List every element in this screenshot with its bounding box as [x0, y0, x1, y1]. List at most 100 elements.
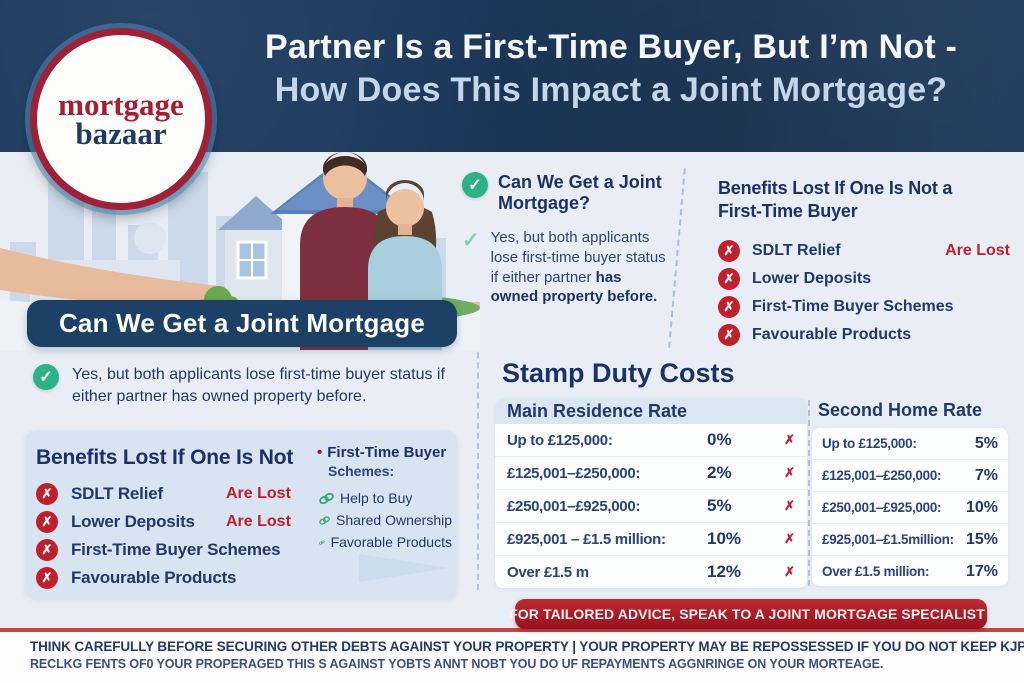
second-home-table-header: Second Home Rate [818, 400, 983, 420]
band-label: Over £1.5 m [507, 563, 589, 581]
title-line-2: How Does This Impact a Joint Mortgage? [274, 70, 948, 109]
table-row: Over £1.5 m 12% ✗ [495, 556, 807, 588]
link-icon [319, 515, 330, 525]
cross-circle-icon: ✗ [36, 483, 58, 505]
scheme-item: Help to Buy [319, 487, 452, 509]
rate-value: 7% [974, 466, 998, 484]
rate-value: 5% [707, 496, 732, 515]
answer-text: Yes, but both applicants lose first-time… [490, 229, 666, 286]
table-header: Main Residence Rate [495, 398, 807, 424]
schemes-title-line-2: Schemes: [328, 463, 395, 479]
question-heading-line-1: Can We Get a Joint [498, 172, 662, 192]
header-band: Partner Is a First-Time Buyer, But I’m N… [0, 0, 1024, 152]
table-divider-dashed [808, 400, 810, 586]
first-time-buyer-schemes: • First-Time Buyer Schemes: Help to Buy S… [317, 444, 452, 553]
bullet-icon: • [317, 444, 323, 461]
benefits-lost-card: Benefits Lost If One Is Not ✗ SDLT Relie… [25, 430, 457, 598]
link-icon [319, 539, 325, 545]
rate-value: 10% [965, 498, 998, 516]
card-arrow-decor [359, 554, 449, 582]
second-home-table: Up to £125,000: 5% £125,001–£250,000: 7%… [812, 428, 1008, 586]
benefit-note: Are Lost [945, 242, 1010, 259]
benefit-label: Lower Deposits [752, 270, 872, 287]
table-row: £250,001–£925,000: 10% [812, 492, 1008, 524]
disclaimer-line-2: RECLKG FENTS OF0 YOUR PROPERAGED THIS S … [30, 657, 884, 671]
table-row: £125,001–£250,000: 7% [812, 460, 1008, 492]
card-benefits-list: ✗ SDLT Relief Are Lost ✗ Lower Deposits … [36, 480, 316, 592]
disclaimer-line-1: THINK CAREFULLY BEFORE SECURING OTHER DE… [30, 639, 1024, 654]
benefits-heading-line-2: First-Time Buyer [718, 201, 858, 222]
logo-word-mortgage: mortgage [58, 86, 184, 122]
divider-red-line [0, 628, 1024, 632]
benefits-lost-list: ✗ SDLT Relief Are Lost ✗ Lower Deposits … [718, 237, 1010, 349]
benefit-label: First-Time Buyer Schemes [752, 298, 954, 315]
benefit-note: Are Lost [226, 513, 291, 530]
rate-value: 5% [974, 434, 998, 452]
list-item: ✗ Lower Deposits Are Lost [36, 508, 316, 536]
list-item: ✗ Favourable Products [36, 564, 316, 592]
table-row: £125,001–£250,000: 2% ✗ [495, 457, 807, 490]
check-circle-icon: ✓ [462, 172, 488, 198]
list-item: ✗ Lower Deposits [718, 265, 1010, 293]
check-icon: ✓ [462, 229, 480, 252]
cross-icon: ✗ [784, 432, 795, 447]
band-label: £250,001–£925,000: [822, 500, 942, 515]
link-icon [319, 492, 334, 504]
band-label: £125,001–£250,000: [507, 464, 641, 482]
joint-mortgage-question: ✓ Can We Get a Joint Mortgage? [462, 172, 674, 214]
list-item: ✗ First-Time Buyer Schemes [36, 536, 316, 564]
benefits-lost-heading: Benefits Lost If One Is Not a First-Time… [718, 177, 1018, 223]
main-residence-table: Main Residence Rate Up to £125,000: 0% ✗… [495, 398, 807, 588]
list-item: ✗ First-Time Buyer Schemes [718, 293, 1010, 321]
logo-word-bazaar: bazaar [75, 116, 167, 151]
band-label: Over £1.5 million: [822, 564, 930, 579]
benefit-label: SDLT Relief [71, 484, 163, 503]
scheme-label: Help to Buy [340, 490, 413, 506]
benefit-label: SDLT Relief [752, 242, 841, 259]
cross-icon: ✗ [784, 564, 795, 579]
page-title: Partner Is a First-Time Buyer, But I’m N… [205, 26, 1017, 111]
cross-icon: ✗ [784, 465, 795, 480]
benefit-label: Lower Deposits [71, 512, 195, 531]
band-label: £250,001–£925,000: [507, 497, 641, 515]
joint-mortgage-answer: ✓ Yes, but both applicants lose first-ti… [462, 228, 674, 307]
banner-text: Can We Get a Joint Mortgage [58, 308, 426, 338]
benefit-note: Are Lost [226, 485, 291, 502]
list-item: ✗ SDLT Relief Are Lost [718, 237, 1010, 265]
table-row: Over £1.5 million: 17% [812, 556, 1008, 587]
band-label: £925,001–£1.5million: [822, 532, 954, 547]
band-label: £125,001–£250,000: [822, 468, 942, 483]
question-heading-line-2: Mortgage? [498, 193, 590, 214]
cross-circle-icon: ✗ [36, 539, 58, 561]
band-label: Up to £125,000: [822, 436, 917, 451]
cross-circle-icon: ✗ [36, 567, 58, 589]
band-label: Up to £125,000: [507, 431, 613, 449]
rate-value: 17% [965, 562, 998, 580]
scheme-item: Favorable Products [319, 531, 452, 553]
benefit-label: First-Time Buyer Schemes [71, 540, 281, 559]
list-item: ✗ SDLT Relief Are Lost [36, 480, 316, 508]
benefits-heading-line-1: Benefits Lost If One Is Not a [718, 178, 953, 198]
rate-value: 0% [707, 430, 732, 449]
stamp-duty-title: Stamp Duty Costs [502, 358, 735, 388]
scheme-label: Shared Ownership [336, 512, 452, 528]
benefit-label: Favourable Products [71, 568, 237, 587]
banner-answer-text: Yes, but both applicants lose first-time… [72, 366, 445, 405]
cross-icon: ✗ [784, 498, 795, 513]
cross-circle-icon: ✗ [718, 296, 740, 318]
specialist-cta-button[interactable]: FOR TAILORED ADVICE, SPEAK TO A JOINT MO… [509, 599, 987, 629]
scheme-item: Shared Ownership [319, 509, 452, 531]
answer-text-bold: has owned property before. [490, 268, 658, 306]
table-row: Up to £125,000: 0% ✗ [495, 424, 807, 457]
title-line-1: Partner Is a First-Time Buyer, But I’m N… [264, 28, 958, 66]
band-label: £925,001 – £1.5 million: [507, 530, 666, 548]
rate-value: 15% [965, 530, 998, 548]
cross-icon: ✗ [784, 531, 795, 546]
card-heading: Benefits Lost If One Is Not [36, 446, 294, 469]
joint-mortgage-banner: Can We Get a Joint Mortgage [27, 300, 457, 347]
cross-circle-icon: ✗ [718, 240, 740, 262]
rate-value: 12% [707, 562, 742, 581]
cross-circle-icon: ✗ [718, 324, 740, 346]
table-row: £925,001 – £1.5 million: 10% ✗ [495, 523, 807, 556]
